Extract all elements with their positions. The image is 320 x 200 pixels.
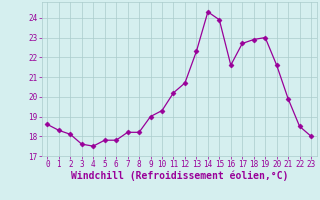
X-axis label: Windchill (Refroidissement éolien,°C): Windchill (Refroidissement éolien,°C) bbox=[70, 171, 288, 181]
